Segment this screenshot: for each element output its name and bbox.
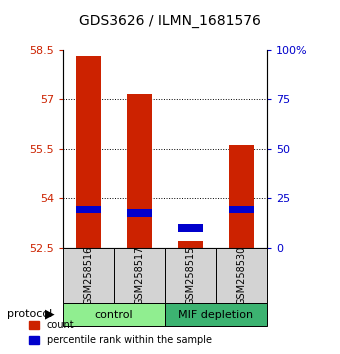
Bar: [75, 206, 101, 213]
Bar: [228, 145, 254, 248]
Legend: count, percentile rank within the sample: count, percentile rank within the sample: [25, 316, 216, 349]
Bar: [216, 248, 267, 303]
Text: GSM258530: GSM258530: [236, 246, 246, 305]
Bar: [177, 240, 203, 248]
Bar: [114, 248, 165, 303]
Text: MIF depletion: MIF depletion: [178, 309, 253, 320]
Bar: [177, 224, 203, 232]
Bar: [63, 303, 165, 326]
Text: ▶: ▶: [45, 308, 54, 321]
Text: GDS3626 / ILMN_1681576: GDS3626 / ILMN_1681576: [79, 14, 261, 28]
Text: GSM258517: GSM258517: [134, 246, 144, 305]
Text: GSM258515: GSM258515: [185, 246, 195, 305]
Text: protocol: protocol: [7, 309, 52, 319]
Text: control: control: [95, 309, 133, 320]
Bar: [126, 94, 152, 248]
Bar: [165, 303, 267, 326]
Text: GSM258516: GSM258516: [83, 246, 94, 305]
Bar: [63, 248, 114, 303]
Bar: [228, 206, 254, 213]
Bar: [126, 210, 152, 217]
Bar: [75, 56, 101, 248]
Bar: [165, 248, 216, 303]
